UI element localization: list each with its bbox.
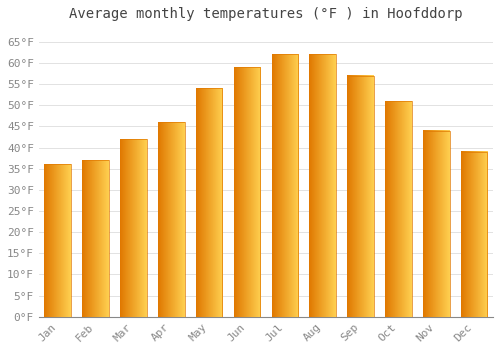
Bar xyxy=(158,122,184,317)
Bar xyxy=(44,164,71,317)
Bar xyxy=(310,55,336,317)
Bar xyxy=(385,101,411,317)
Bar xyxy=(423,131,450,317)
Bar xyxy=(461,152,487,317)
Title: Average monthly temperatures (°F ) in Hoofddorp: Average monthly temperatures (°F ) in Ho… xyxy=(69,7,462,21)
Bar xyxy=(120,139,146,317)
Bar xyxy=(348,76,374,317)
Bar xyxy=(272,55,298,317)
Bar xyxy=(196,88,222,317)
Bar xyxy=(82,160,109,317)
Bar xyxy=(234,67,260,317)
